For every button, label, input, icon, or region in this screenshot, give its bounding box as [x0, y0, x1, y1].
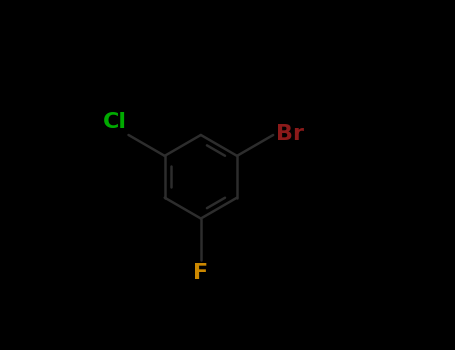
Text: F: F [193, 263, 208, 283]
Text: Br: Br [276, 124, 304, 144]
Text: Cl: Cl [103, 112, 127, 132]
